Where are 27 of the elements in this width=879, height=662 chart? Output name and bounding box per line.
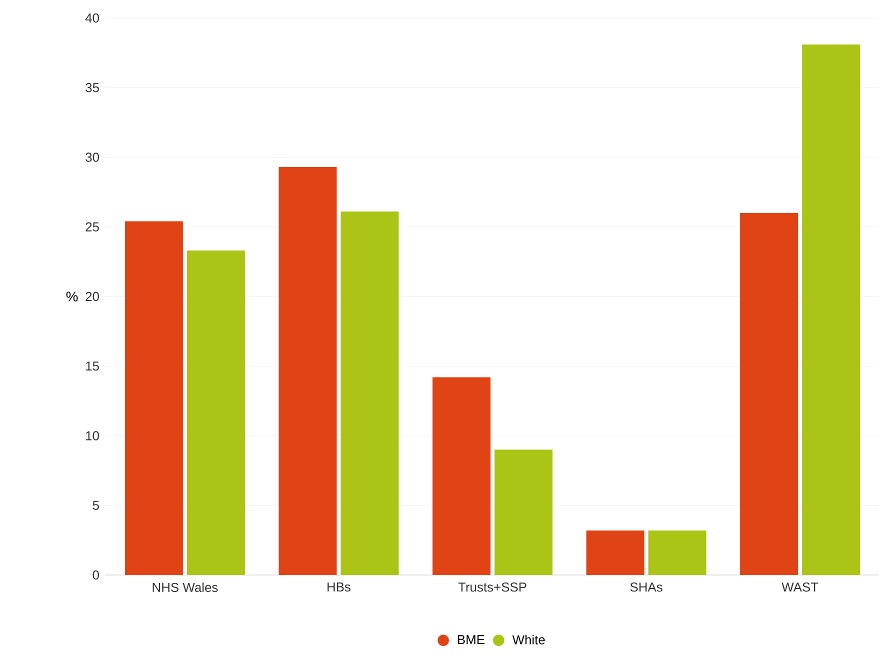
y-tick-label: 35: [86, 83, 99, 92]
y-tick-label: 0: [92, 570, 99, 580]
bar: [432, 377, 491, 575]
bar: [340, 212, 399, 575]
bar: [740, 212, 798, 575]
bar: [586, 530, 644, 575]
y-tick-label: 10: [86, 431, 99, 440]
x-tick-label: NHS Wales: [152, 582, 218, 592]
legend-label: BME: [458, 635, 484, 644]
bar: [186, 250, 245, 575]
bar: [648, 530, 706, 575]
legend-label: White: [512, 634, 545, 644]
y-tick-label: 15: [86, 362, 99, 371]
y-tick-label: 40: [85, 13, 99, 23]
bar: [278, 166, 337, 575]
y-tick-label: 20: [86, 292, 99, 302]
bar: [802, 44, 860, 575]
x-tick-label: HBs: [328, 582, 351, 592]
bar: [494, 450, 553, 575]
x-tick-label: SHAs: [630, 582, 662, 592]
y-tick-label: 25: [86, 222, 99, 232]
x-tick-label: Trusts+SSP: [458, 582, 526, 592]
y-axis-title: %: [66, 292, 78, 302]
y-tick-label: 30: [86, 152, 99, 162]
x-tick-label: WAST: [782, 582, 818, 592]
y-tick-label: 5: [92, 500, 99, 510]
bar: [124, 221, 183, 575]
